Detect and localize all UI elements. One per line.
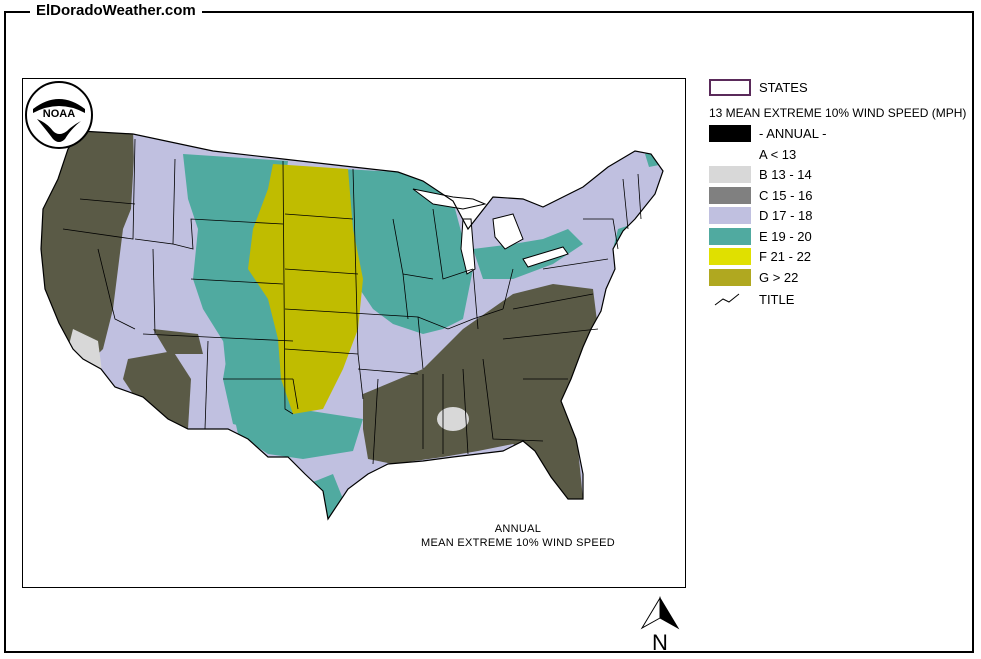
legend-item: E 19 - 20 <box>709 227 812 245</box>
legend-swatch <box>709 207 751 224</box>
legend-item: B 13 - 14 <box>709 166 812 184</box>
title-line-icon <box>714 293 740 305</box>
wind-speed-map: NOAA ANNUAL MEAN EXTREME 10% WIND SPEED <box>22 78 686 588</box>
legend-swatch <box>709 166 751 183</box>
lake-michigan <box>460 218 476 275</box>
legend-title-label: TITLE <box>759 291 795 307</box>
map-legend: STATES 13 MEAN EXTREME 10% WIND SPEED (M… <box>709 78 981 318</box>
zone-e-great-lakes <box>473 229 583 279</box>
site-title[interactable]: ElDoradoWeather.com <box>30 2 202 19</box>
legend-title-row: TITLE <box>709 290 794 308</box>
legend-states-label: STATES <box>759 79 808 95</box>
state-boundaries <box>62 138 642 465</box>
zone-e-midwest <box>343 169 473 334</box>
north-arrow-label: N <box>652 630 668 655</box>
legend-item-label: A < 13 <box>759 146 797 162</box>
zone-dark-southeast <box>363 284 598 499</box>
legend-item: D 17 - 18 <box>709 207 812 225</box>
legend-layer-title[interactable]: 13 MEAN EXTREME 10% WIND SPEED (MPH) <box>709 106 967 120</box>
map-caption: ANNUAL MEAN EXTREME 10% WIND SPEED <box>363 522 673 550</box>
legend-swatch <box>709 145 751 163</box>
outer-frame <box>4 11 974 653</box>
legend-item: A < 13 <box>709 145 796 163</box>
legend-states-row[interactable]: STATES <box>709 78 808 96</box>
noaa-logo: NOAA <box>25 81 93 149</box>
legend-item: C 15 - 16 <box>709 186 812 204</box>
legend-swatch <box>709 248 751 265</box>
legend-item-label: F 21 - 22 <box>759 249 812 264</box>
zone-g-great-plains <box>248 164 363 414</box>
legend-annual-label: - ANNUAL - <box>759 125 827 141</box>
zone-b-alabama <box>437 407 469 431</box>
north-arrow-icon: N <box>640 596 680 655</box>
legend-annual-row: - ANNUAL - <box>709 124 826 142</box>
map-caption-line2: MEAN EXTREME 10% WIND SPEED <box>421 537 615 549</box>
legend-swatch <box>709 227 751 245</box>
legend-item: G > 22 <box>709 268 798 286</box>
lake-huron <box>492 213 524 250</box>
zone-dark-arizona <box>123 351 191 429</box>
legend-states-swatch <box>709 78 751 96</box>
legend-item-label: B 13 - 14 <box>759 167 812 182</box>
legend-item-label: E 19 - 20 <box>759 228 812 244</box>
legend-item-label: C 15 - 16 <box>759 187 813 203</box>
legend-swatch <box>709 268 751 286</box>
legend-item: F 21 - 22 <box>709 248 811 266</box>
legend-item-label: G > 22 <box>759 269 799 285</box>
legend-item-label: D 17 - 18 <box>759 208 813 223</box>
legend-annual-swatch <box>709 124 751 142</box>
legend-swatch <box>709 186 751 204</box>
noaa-logo-text: NOAA <box>43 108 75 120</box>
us-map-svg <box>40 130 664 520</box>
lake-erie <box>522 246 569 268</box>
zone-lavender-nw <box>118 139 173 339</box>
map-caption-line1: ANNUAL <box>494 523 542 535</box>
